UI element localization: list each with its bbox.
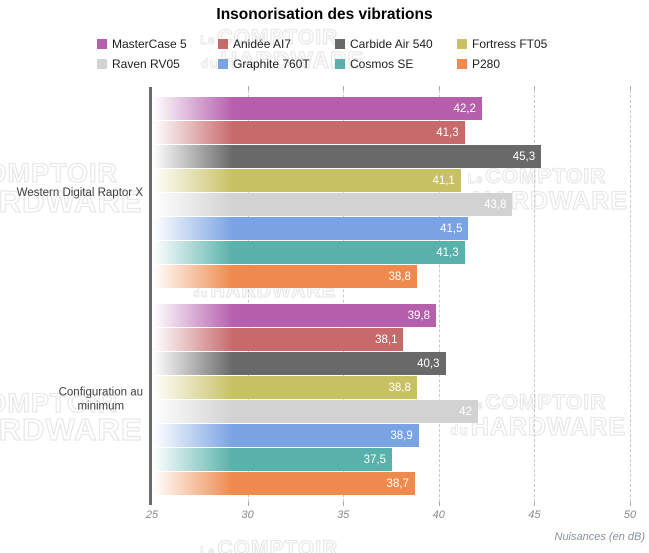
watermark-text-3: COMPTOIR (0, 158, 119, 188)
bar-value-label: 38,8 (388, 270, 411, 283)
bar-anid-e-ai7-group2: 38,1 (153, 328, 404, 351)
bar-anid-e-ai7-group1: 41,3 (153, 121, 465, 144)
legend-swatch-carbide-air-540 (335, 39, 345, 49)
bar-value-label: 41,3 (436, 246, 459, 259)
bar-value-label: 42 (459, 405, 473, 418)
axis-tick-bottom-40 (438, 502, 440, 506)
legend-label-mastercase-5: MasterCase 5 (112, 37, 187, 51)
watermark-prefix: Le (200, 546, 216, 553)
x-tick-label-30: 30 (241, 509, 254, 521)
y-axis-line (149, 87, 152, 505)
bar-value-label: 43,8 (484, 198, 507, 211)
watermark-prefix: du (450, 423, 469, 438)
watermark-text-9: HARDWARE (0, 412, 143, 447)
legend-label-p280: P280 (472, 57, 501, 71)
watermark-text-11: duHARDWARE (450, 413, 627, 441)
bar-fortress-ft05-group1: 41,1 (153, 169, 461, 192)
bar-value-label: 38,1 (375, 333, 398, 346)
axis-tick-bottom-35 (343, 502, 345, 506)
axis-tick-top-50 (630, 86, 631, 90)
watermark-text-12: LeCOMPTOIR (200, 537, 338, 553)
bar-value-label: 41,3 (436, 126, 459, 139)
bar-value-label: 38,9 (390, 429, 413, 442)
legend-swatch-fortress-ft05 (457, 39, 467, 49)
bar-value-label: 45,3 (512, 150, 536, 163)
bar-p280-group2: 38,7 (153, 472, 415, 495)
legend-label-anid-e-ai7: Anidée AI7 (233, 37, 292, 51)
bar-value-label: 39,8 (407, 309, 430, 322)
watermark-text-8: COMPTOIR (0, 388, 119, 418)
bar-raven-rv05-group2: 42 (153, 400, 479, 423)
legend-item-fortress-ft05: Fortress FT05 (457, 37, 547, 51)
legend-item-carbide-air-540: Carbide Air 540 (335, 37, 433, 51)
x-tick-label-50: 50 (623, 509, 637, 521)
bar-mastercase-5-group1: 42,2 (153, 97, 482, 120)
watermark-text-5: LeCOMPTOIR (468, 165, 607, 188)
gridline-40 (438, 90, 440, 502)
bar-cosmos-se-group1: 41,3 (153, 241, 465, 264)
bar-p280-group1: 38,8 (153, 265, 417, 288)
gridline-45 (534, 90, 536, 502)
bar-cosmos-se-group2: 37,5 (153, 448, 392, 471)
legend-item-cosmos-se: Cosmos SE (335, 57, 413, 71)
bar-fortress-ft05-group2: 38,8 (153, 376, 417, 399)
legend-label-carbide-air-540: Carbide Air 540 (350, 37, 433, 51)
bar-mastercase-5-group2: 39,8 (153, 304, 436, 327)
legend-label-fortress-ft05: Fortress FT05 (472, 37, 548, 51)
legend-item-raven-rv05: Raven RV05 (97, 57, 180, 71)
bar-value-label: 38,7 (386, 477, 409, 490)
legend-swatch-graphite-760t (218, 59, 228, 69)
bar-value-label: 42,2 (453, 102, 476, 115)
legend-item-anid-e-ai7: Anidée AI7 (218, 37, 291, 51)
axis-tick-top-35 (343, 86, 345, 90)
bar-value-label: 41,1 (432, 174, 455, 187)
gridline-30 (247, 90, 249, 502)
bar-value-label: 40,3 (417, 357, 440, 370)
category-label-1: Western Digital Raptor X (16, 186, 143, 199)
x-tick-label-40: 40 (432, 509, 445, 521)
watermark-text-10: LeCOMPTOIR (468, 391, 606, 413)
bar-carbide-air-540-group2: 40,3 (153, 352, 446, 375)
legend-item-p280: P280 (457, 57, 500, 71)
x-tick-label-35: 35 (337, 509, 350, 521)
watermark-prefix: Le (200, 35, 216, 47)
legend-label-cosmos-se: Cosmos SE (350, 57, 414, 71)
bar-graphite-760t-group1: 41,5 (153, 217, 469, 240)
watermark-text-4: HARDWARE (0, 184, 143, 219)
watermark-text-1: LeCOMPTOIR (200, 26, 339, 49)
x-tick-label-25: 25 (145, 509, 159, 521)
bar-value-label: 38,8 (388, 381, 411, 394)
bar-graphite-760t-group2: 38,9 (153, 424, 419, 447)
legend-label-raven-rv05: Raven RV05 (112, 57, 180, 71)
legend-swatch-p280 (457, 59, 467, 69)
axis-tick-top-30 (247, 86, 249, 90)
axis-tick-bottom-45 (534, 502, 536, 506)
watermark-prefix: du (201, 57, 219, 71)
axis-tick-bottom-30 (247, 502, 249, 506)
legend-swatch-mastercase-5 (97, 39, 107, 49)
axis-tick-bottom-50 (630, 502, 631, 506)
bar-value-label: 41,5 (440, 222, 463, 235)
axis-tick-top-40 (438, 86, 440, 90)
bar-value-label: 37,5 (363, 453, 386, 466)
watermark-prefix: du (193, 288, 209, 300)
bar-raven-rv05-group1: 43,8 (153, 193, 513, 216)
gridline-50 (630, 90, 631, 502)
legend-swatch-raven-rv05 (97, 59, 107, 69)
bar-carbide-air-540-group1: 45,3 (153, 145, 542, 168)
gridline-35 (343, 90, 345, 502)
x-axis-title: Nuisances (en dB) (554, 531, 646, 543)
x-tick-label-45: 45 (528, 509, 541, 521)
legend-item-mastercase-5: MasterCase 5 (97, 37, 187, 51)
chart-title: Insonorisation des vibrations (216, 6, 433, 23)
legend-label-graphite-760t: Graphite 760T (233, 57, 310, 71)
legend-swatch-cosmos-se (335, 59, 345, 69)
legend-item-graphite-760t: Graphite 760T (218, 57, 310, 71)
axis-tick-top-45 (534, 86, 536, 90)
legend-swatch-anid-e-ai7 (218, 39, 228, 49)
category-label-2: Configuration au minimum (58, 386, 143, 413)
watermark-prefix: Le (468, 174, 484, 186)
